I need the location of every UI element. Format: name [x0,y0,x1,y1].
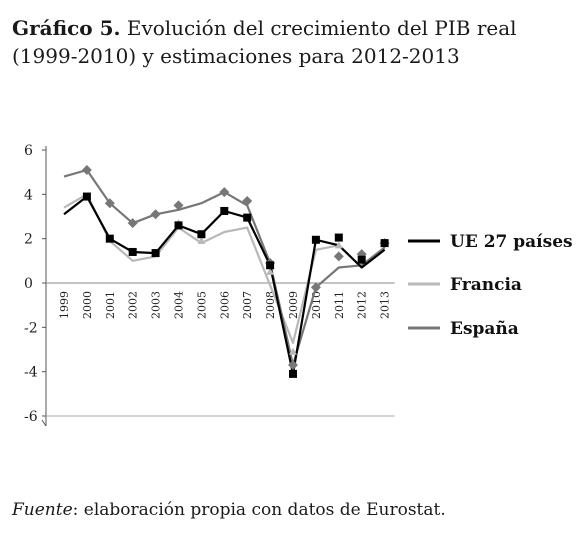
data-point-ue27 [380,239,389,248]
y-tick-label: 2 [24,232,33,248]
data-point-francia [197,236,206,244]
source-label: Fuente [12,500,73,520]
chart-source: Fuente: elaboración propia con datos de … [12,500,446,520]
data-point-ue27 [82,192,91,201]
x-tick-label: 2006 [218,291,231,319]
data-point-espana [242,195,253,206]
data-point-espana [173,200,184,211]
data-point-espana [219,187,230,198]
data-point-ue27 [289,369,297,378]
series-line-espana [63,168,386,367]
data-point-ue27 [357,255,366,264]
data-point-ue27 [151,249,160,258]
data-point-ue27 [243,213,252,222]
x-tick-label: 2005 [195,291,208,319]
x-tick-label: 2003 [150,291,163,319]
data-point-francia [289,347,297,355]
legend-label-espana: España [450,319,519,339]
data-point-ue27 [334,233,343,242]
data-point-espana [150,209,161,220]
y-tick-label: -2 [24,320,38,336]
data-point-ue27 [105,234,114,243]
data-point-espana [333,251,344,262]
data-point-ue27 [197,230,206,239]
x-tick-label: 2007 [241,291,254,319]
x-tick-label: 2011 [333,291,346,319]
data-point-ue27 [266,261,275,270]
data-point-espana [81,164,92,175]
data-point-ue27 [220,206,229,215]
legend-label-francia: Francia [450,275,522,295]
series-line-ue27 [63,195,386,375]
data-point-espana [104,198,115,209]
chart-title: Gráfico 5. Evolución del crecimiento del… [12,14,572,70]
data-point-francia [334,241,343,249]
legend-label-ue27: UE 27 países [450,232,573,252]
y-tick-label: 6 [24,143,33,159]
data-point-francia [266,267,275,275]
source-text: : elaboración propia con datos de Eurost… [72,500,446,520]
x-tick-label: 2004 [173,291,186,319]
data-point-espana [310,282,321,293]
y-tick-label: 4 [24,187,33,203]
series-line-francia [63,193,340,344]
chart-title-text: Evolución del crecimiento del PIB real (… [12,16,517,68]
x-tick-label: 2013 [379,291,392,319]
y-tick-label: -6 [24,409,38,425]
axis-break-mark [41,419,47,427]
data-point-espana [288,360,298,371]
x-tick-label: 1999 [58,291,71,319]
x-tick-label: 2002 [127,291,140,319]
y-tick-label: -4 [24,365,38,381]
x-tick-label: 2012 [356,291,369,319]
x-tick-label: 2001 [104,291,117,319]
data-point-espana [127,218,138,229]
chart-title-lead: Gráfico 5. [12,16,121,40]
x-tick-label: 2000 [81,291,94,319]
x-tick-label: 2008 [264,291,277,319]
x-tick-label: 2009 [287,291,300,319]
data-point-ue27 [174,221,183,230]
data-point-ue27 [128,247,137,256]
y-tick-label: 0 [24,276,33,292]
data-point-ue27 [311,235,320,244]
